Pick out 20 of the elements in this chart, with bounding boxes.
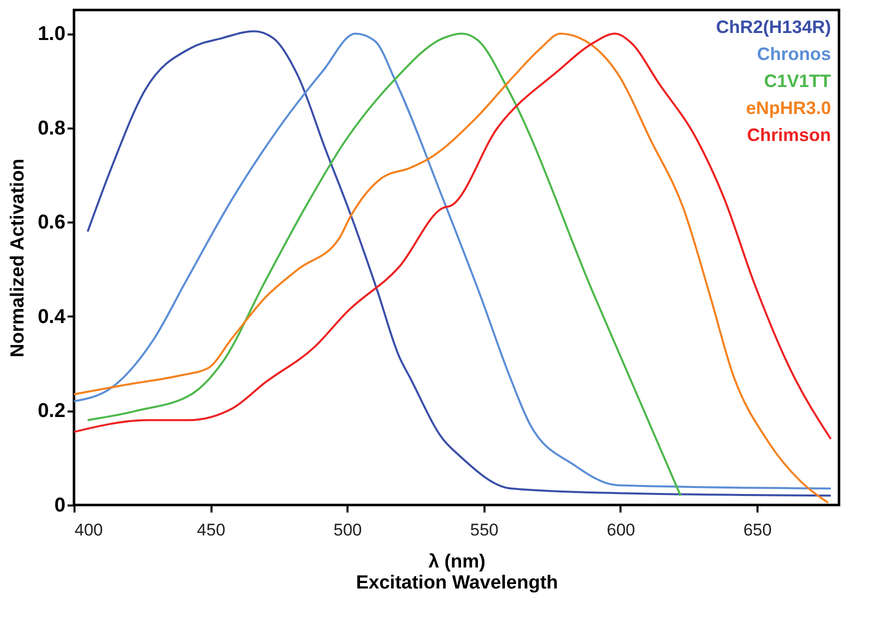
x-tick-label: 550 [470, 520, 499, 540]
y-tick-label: 0.4 [38, 306, 66, 328]
y-tick-label: 0.8 [38, 117, 66, 140]
text: eNpHR3.0 [746, 98, 831, 118]
y-tick-label: 0.2 [38, 400, 66, 422]
y-tick-label: 0 [54, 494, 66, 516]
y-tick-label: 1.0 [38, 23, 66, 46]
x-tick-label: 650 [743, 520, 772, 540]
x-tick-label: 450 [196, 520, 226, 540]
x-tick-label: 500 [334, 520, 362, 540]
y-tick-label: 0.6 [38, 212, 66, 234]
x-tick-label: 400 [74, 520, 103, 540]
text: C1V1TT [764, 71, 831, 91]
text: ChR2(H134R) [716, 17, 831, 37]
text: Chrimson [746, 125, 831, 145]
text: Chronos [757, 44, 831, 64]
x-tick-label: 600 [606, 520, 636, 540]
line-series [86, 32, 682, 497]
x-axis-title: λ (nm) Excitation Wavelength [356, 552, 558, 594]
y-axis-title: Normalized Activation [8, 158, 29, 358]
